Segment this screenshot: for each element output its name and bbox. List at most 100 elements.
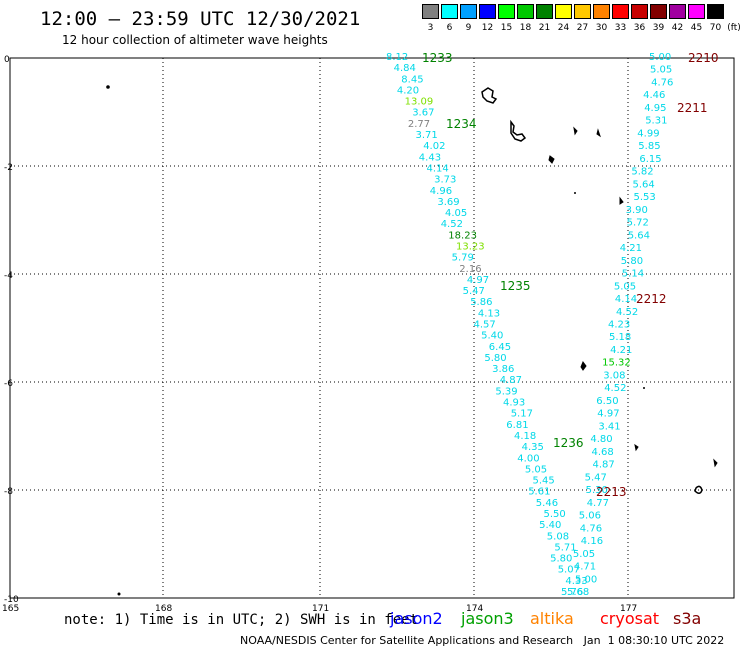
legend-label: 15 bbox=[500, 23, 513, 33]
wave-value: 4.87 bbox=[500, 375, 522, 386]
island bbox=[481, 87, 498, 104]
legend-unit: (ft) bbox=[727, 23, 740, 33]
wave-value: 5.46 bbox=[536, 498, 558, 509]
wave-value: 18.23 bbox=[448, 230, 477, 241]
wave-value: 4.95 bbox=[644, 103, 666, 114]
legend-swatch bbox=[422, 4, 439, 19]
legend-label: 9 bbox=[465, 23, 472, 33]
track-label: 1234 bbox=[446, 117, 477, 131]
wave-value: 4.20 bbox=[397, 85, 419, 96]
wave-value: 6.45 bbox=[489, 342, 511, 353]
wave-value: 5.07 bbox=[558, 565, 580, 576]
map-frame bbox=[9, 57, 735, 599]
wave-value: 13.23 bbox=[456, 242, 485, 253]
wave-value: 8.45 bbox=[401, 74, 423, 85]
legend-swatch bbox=[593, 4, 610, 19]
wave-value: 13.09 bbox=[405, 97, 434, 108]
wave-value: 3.69 bbox=[437, 197, 459, 208]
wave-value: 5.18 bbox=[609, 332, 631, 343]
wave-value: 4.23 bbox=[608, 320, 630, 331]
track-label: 2210 bbox=[688, 51, 719, 65]
wave-value: 5.14 bbox=[622, 269, 644, 280]
lat-label: -4 bbox=[4, 271, 13, 281]
wave-value: 6.15 bbox=[639, 154, 661, 165]
wave-value: 4.21 bbox=[620, 243, 642, 254]
legend-label: 39 bbox=[652, 23, 665, 33]
wave-value: 5.05 bbox=[650, 65, 672, 76]
wave-value: 5.05 bbox=[614, 281, 636, 292]
wave-value: 4.14 bbox=[615, 294, 637, 305]
wave-value: 5.40 bbox=[539, 520, 561, 531]
footer-credit: NOAA/NESDIS Center for Satellite Applica… bbox=[240, 634, 725, 647]
wave-value: 4.13 bbox=[478, 308, 500, 319]
wave-value: 3.08 bbox=[603, 371, 625, 382]
wave-value: 5.80 bbox=[550, 554, 572, 565]
wave-value: 5.00 bbox=[575, 574, 597, 585]
track-label: 1233 bbox=[422, 51, 453, 65]
wave-value: 4.76 bbox=[580, 523, 602, 534]
island bbox=[694, 485, 703, 494]
wave-value: 4.97 bbox=[467, 275, 489, 286]
track-labels: 1233 1234 1235 1236 2210 2211 2212 2213 bbox=[422, 51, 719, 499]
wave-value: 3.71 bbox=[416, 130, 438, 141]
legend-swatch bbox=[555, 4, 572, 19]
wave-value: 5.47 bbox=[585, 472, 607, 483]
wave-value: 2.16 bbox=[459, 264, 481, 275]
lon-label: 171 bbox=[312, 604, 329, 614]
lat-label: 0 bbox=[4, 55, 10, 65]
island bbox=[117, 592, 121, 596]
legend-swatch bbox=[612, 4, 629, 19]
legend-label: 45 bbox=[690, 23, 703, 33]
satellite-label: altika bbox=[530, 609, 574, 628]
legend-swatch bbox=[688, 4, 705, 19]
wave-value: 5.80 bbox=[484, 353, 506, 364]
wave-value: 6.81 bbox=[506, 420, 528, 431]
wave-value: 5.05 bbox=[573, 549, 595, 560]
legend-label: 30 bbox=[595, 23, 608, 33]
legend-label: 3 bbox=[427, 23, 434, 33]
legend-swatch bbox=[669, 4, 686, 19]
wave-value: 4.71 bbox=[574, 562, 596, 573]
island bbox=[596, 128, 601, 138]
wave-value: 5.76 bbox=[561, 587, 583, 598]
wave-value: 5.39 bbox=[495, 386, 517, 397]
wave-value: 5.64 bbox=[633, 179, 655, 190]
footer-note: note: 1) Time is in UTC; 2) SWH is in fe… bbox=[64, 612, 419, 628]
wave-value: 5.53 bbox=[634, 192, 656, 203]
island bbox=[510, 119, 527, 142]
wave-value: 6.50 bbox=[596, 396, 618, 407]
legend-swatch bbox=[517, 4, 534, 19]
wave-value: 4.77 bbox=[587, 498, 609, 509]
wave-value: 15.32 bbox=[602, 358, 631, 369]
island bbox=[580, 360, 587, 371]
wave-value: 4.93 bbox=[503, 398, 525, 409]
legend-label: 33 bbox=[614, 23, 627, 33]
island bbox=[713, 458, 718, 468]
legend-swatch bbox=[574, 4, 591, 19]
wave-value: 8.12 bbox=[386, 52, 408, 63]
wave-value: 4.14 bbox=[427, 164, 449, 175]
track-label: 2211 bbox=[677, 101, 708, 115]
wave-value: 2.77 bbox=[408, 119, 430, 130]
island bbox=[574, 192, 576, 194]
wave-value: 4.43 bbox=[419, 152, 441, 163]
legend-label: 24 bbox=[557, 23, 570, 33]
island bbox=[573, 126, 578, 136]
legend-swatch bbox=[650, 4, 667, 19]
wave-value: 5.85 bbox=[638, 141, 660, 152]
legend-label: 36 bbox=[633, 23, 646, 33]
island bbox=[643, 387, 645, 389]
wave-value: 4.35 bbox=[522, 442, 544, 453]
wave-value: 4.87 bbox=[593, 460, 615, 471]
island bbox=[619, 196, 624, 205]
wave-value: 5.45 bbox=[533, 476, 555, 487]
satellite-label: jason3 bbox=[461, 609, 514, 628]
wave-value: 4.05 bbox=[445, 208, 467, 219]
wave-value: 4.46 bbox=[643, 90, 665, 101]
wave-value: 5.08 bbox=[547, 531, 569, 542]
wave-value: 4.21 bbox=[610, 345, 632, 356]
wave-value: 5.64 bbox=[628, 230, 650, 241]
wave-value: 5.79 bbox=[452, 253, 474, 264]
wave-value: 4.02 bbox=[423, 141, 445, 152]
